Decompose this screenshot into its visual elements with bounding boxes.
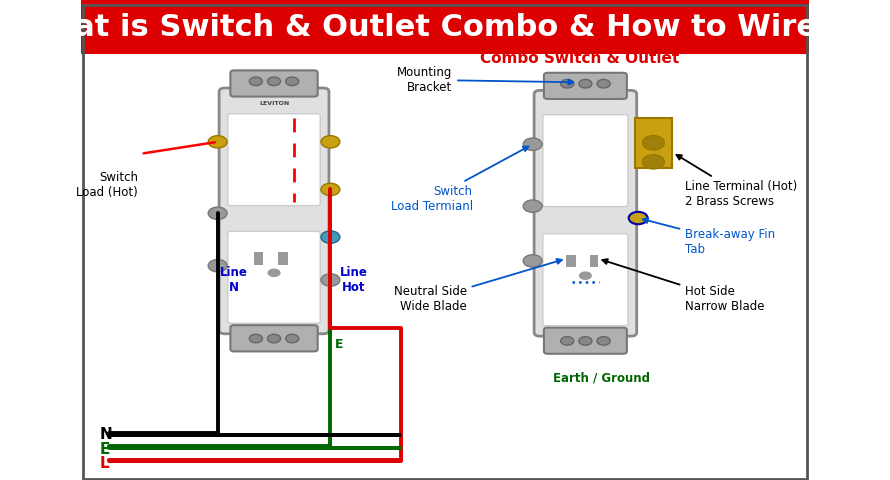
FancyBboxPatch shape	[544, 73, 627, 99]
FancyBboxPatch shape	[81, 0, 809, 54]
Circle shape	[286, 77, 299, 85]
Circle shape	[286, 334, 299, 343]
Text: What is Switch & Outlet Combo & How to Wire It?: What is Switch & Outlet Combo & How to W…	[19, 13, 871, 42]
Circle shape	[523, 255, 542, 267]
Text: Line
N: Line N	[220, 265, 248, 294]
Circle shape	[268, 268, 280, 277]
Circle shape	[561, 336, 574, 345]
Bar	[590, 255, 598, 267]
Circle shape	[643, 136, 664, 150]
Text: LEVITON: LEVITON	[259, 101, 289, 106]
Text: N: N	[100, 427, 112, 442]
Circle shape	[561, 79, 574, 88]
Text: Line Terminal (Hot)
2 Brass Screws: Line Terminal (Hot) 2 Brass Screws	[676, 155, 797, 208]
Circle shape	[208, 136, 227, 148]
FancyBboxPatch shape	[231, 71, 318, 96]
Circle shape	[268, 334, 280, 343]
Circle shape	[249, 77, 263, 85]
FancyBboxPatch shape	[544, 327, 627, 354]
FancyBboxPatch shape	[228, 114, 320, 205]
Text: Earth / Ground: Earth / Ground	[553, 371, 650, 384]
Circle shape	[208, 260, 227, 272]
Circle shape	[208, 207, 227, 219]
Bar	[567, 255, 576, 267]
Circle shape	[321, 274, 340, 286]
FancyBboxPatch shape	[543, 234, 628, 325]
FancyBboxPatch shape	[231, 325, 318, 351]
Circle shape	[578, 79, 592, 88]
Circle shape	[628, 212, 648, 224]
Text: E: E	[100, 442, 109, 456]
Circle shape	[268, 77, 280, 85]
Text: Break-away Fin
Tab: Break-away Fin Tab	[643, 218, 775, 256]
Bar	[254, 252, 263, 264]
Text: L: L	[100, 456, 109, 471]
Circle shape	[523, 138, 542, 150]
Text: Mounting
Bracket: Mounting Bracket	[397, 66, 573, 94]
Circle shape	[321, 231, 340, 243]
Circle shape	[321, 183, 340, 196]
Bar	[635, 118, 672, 168]
Text: Combo Switch & Outlet: Combo Switch & Outlet	[480, 51, 679, 66]
Circle shape	[321, 136, 340, 148]
Circle shape	[578, 336, 592, 345]
Text: Switch
Load (Hot): Switch Load (Hot)	[77, 171, 138, 199]
Text: Hot Side
Narrow Blade: Hot Side Narrow Blade	[603, 259, 765, 313]
Circle shape	[597, 79, 611, 88]
Text: Line
Hot: Line Hot	[340, 265, 368, 294]
FancyBboxPatch shape	[228, 231, 320, 324]
Circle shape	[597, 336, 611, 345]
FancyBboxPatch shape	[543, 115, 628, 206]
Circle shape	[249, 334, 263, 343]
FancyBboxPatch shape	[219, 88, 329, 334]
Text: E: E	[335, 338, 343, 351]
Circle shape	[643, 155, 664, 169]
Text: Switch
Load Termianl: Switch Load Termianl	[391, 146, 529, 213]
Bar	[279, 252, 287, 264]
Circle shape	[523, 200, 542, 212]
Circle shape	[578, 271, 592, 280]
FancyBboxPatch shape	[534, 90, 636, 336]
Text: Neutral Side
Wide Blade: Neutral Side Wide Blade	[393, 259, 562, 313]
